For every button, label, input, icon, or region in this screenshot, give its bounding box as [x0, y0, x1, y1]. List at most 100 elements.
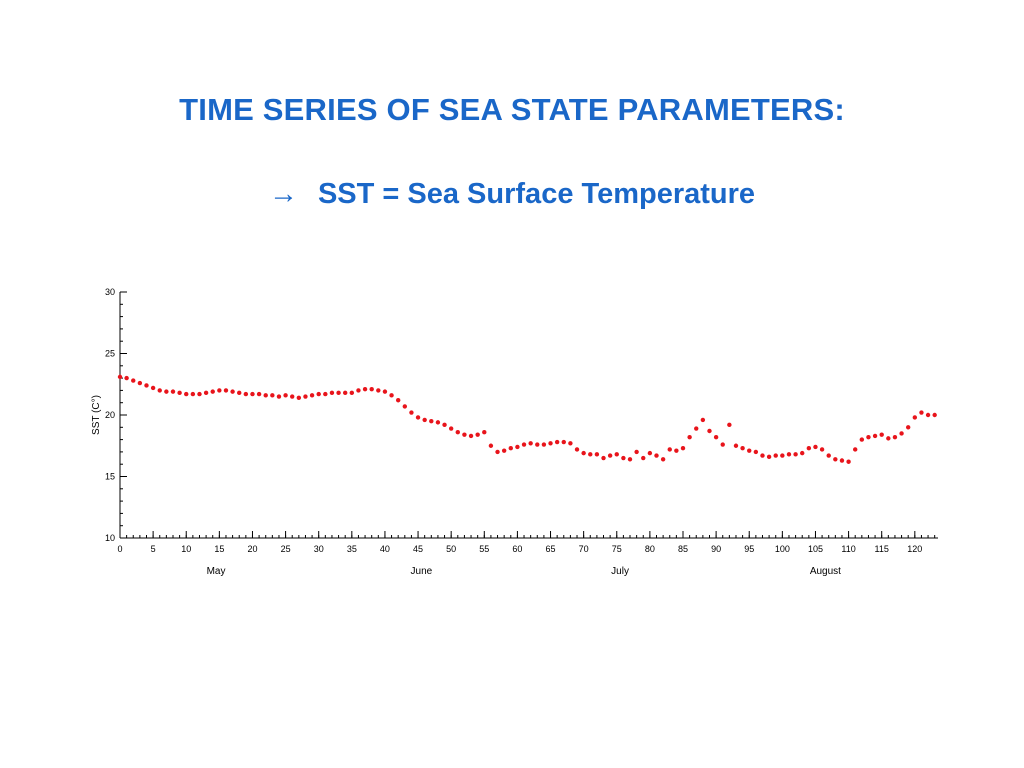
- data-point: [674, 448, 679, 453]
- data-point: [170, 389, 176, 394]
- data-point: [482, 430, 487, 435]
- y-tick-label: 25: [105, 349, 115, 359]
- month-label: August: [810, 566, 841, 577]
- data-point: [614, 452, 619, 457]
- data-point: [501, 448, 507, 453]
- y-tick-label: 15: [105, 472, 115, 482]
- data-point: [389, 393, 394, 398]
- data-point: [581, 450, 586, 456]
- data-point: [362, 386, 368, 392]
- data-point: [329, 390, 335, 396]
- data-point: [925, 412, 931, 418]
- data-point: [369, 386, 374, 392]
- data-point: [382, 389, 388, 394]
- data-point: [475, 432, 480, 437]
- data-point: [793, 452, 798, 457]
- data-point: [184, 391, 189, 397]
- x-tick-label: 5: [151, 544, 156, 554]
- data-point: [800, 450, 805, 456]
- data-point: [177, 390, 182, 396]
- data-point: [468, 433, 474, 439]
- data-point: [601, 455, 606, 461]
- data-point: [356, 388, 361, 393]
- data-point: [866, 434, 871, 440]
- data-point: [853, 447, 858, 452]
- data-point: [256, 391, 262, 397]
- month-label: May: [207, 566, 226, 577]
- data-point: [415, 415, 421, 420]
- x-tick-label: 55: [479, 544, 489, 554]
- data-point: [521, 442, 527, 447]
- data-point: [594, 452, 600, 457]
- data-point: [634, 449, 639, 455]
- data-point: [720, 442, 725, 447]
- data-point: [561, 439, 566, 445]
- data-point: [813, 444, 818, 450]
- y-tick-label: 20: [105, 410, 115, 420]
- x-tick-label: 70: [579, 544, 589, 554]
- data-point: [303, 394, 308, 399]
- data-point: [687, 434, 692, 440]
- data-point: [422, 417, 427, 423]
- data-point: [747, 448, 752, 453]
- slide-subtitle: → SST = Sea Surface Temperature: [0, 178, 1024, 211]
- data-point: [899, 431, 904, 436]
- month-label: July: [611, 566, 629, 577]
- data-point: [349, 390, 355, 396]
- data-point: [309, 393, 315, 398]
- data-point: [508, 446, 513, 451]
- x-tick-label: 35: [347, 544, 357, 554]
- data-point: [694, 426, 699, 431]
- data-point: [535, 442, 540, 447]
- data-point: [124, 375, 129, 381]
- data-point: [548, 441, 553, 446]
- x-tick-label: 0: [117, 544, 122, 554]
- x-tick-label: 120: [907, 544, 922, 554]
- data-point: [515, 444, 520, 450]
- data-point: [197, 391, 202, 397]
- data-point: [733, 443, 739, 448]
- x-tick-label: 80: [645, 544, 655, 554]
- data-point: [568, 441, 573, 446]
- y-tick-label: 30: [105, 287, 115, 297]
- data-point: [607, 453, 613, 458]
- data-point: [574, 447, 580, 452]
- data-point: [157, 388, 162, 393]
- x-tick-label: 30: [314, 544, 324, 554]
- x-tick-label: 40: [380, 544, 390, 554]
- data-point: [740, 446, 745, 451]
- x-tick-label: 50: [446, 544, 456, 554]
- data-point: [137, 380, 143, 386]
- y-axis-label: SST (C°): [91, 395, 102, 435]
- data-point: [230, 389, 235, 394]
- data-point: [376, 388, 381, 393]
- data-point: [429, 418, 434, 424]
- data-point: [919, 410, 924, 415]
- x-tick-label: 45: [413, 544, 423, 554]
- data-point: [276, 394, 282, 399]
- data-point: [647, 450, 653, 456]
- data-point: [627, 457, 633, 462]
- data-point: [886, 436, 891, 441]
- data-point: [839, 458, 845, 463]
- data-point: [296, 395, 302, 400]
- data-point: [932, 412, 937, 418]
- data-point: [270, 393, 275, 398]
- data-point: [879, 432, 884, 437]
- data-point: [488, 443, 494, 448]
- data-point: [342, 390, 348, 396]
- data-point: [833, 457, 838, 462]
- data-point: [872, 433, 878, 439]
- data-point: [150, 385, 156, 391]
- x-tick-label: 20: [247, 544, 257, 554]
- data-point: [336, 390, 341, 396]
- data-point: [786, 452, 792, 457]
- data-point: [243, 391, 249, 397]
- data-point: [435, 420, 441, 425]
- data-point: [541, 442, 547, 447]
- data-point: [753, 449, 759, 455]
- sst-series: [117, 374, 937, 464]
- x-tick-label: 115: [875, 544, 889, 554]
- data-point: [912, 415, 918, 420]
